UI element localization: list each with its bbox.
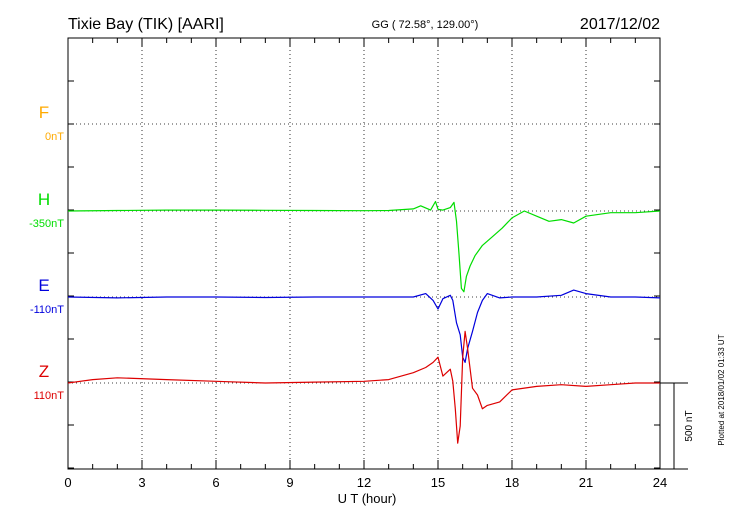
station-title: Tixie Bay (TIK) [AARI] [68,16,224,33]
series-baseline-label: -350nT [29,218,64,230]
x-tick-label: 18 [505,475,519,490]
series-line-e [67,289,661,363]
series-line-z [67,330,660,444]
series-baseline-label: 110nT [34,390,65,402]
x-tick-label: 15 [431,475,445,490]
x-tick-label: 6 [212,475,219,490]
series-line-h [67,200,661,293]
series-name-label: E [38,276,49,295]
x-tick-label: 9 [286,475,293,490]
series-name-label: F [39,103,49,122]
x-tick-label: 12 [357,475,371,490]
series-lines [67,200,661,444]
scale-bar: 500 nT [660,382,695,470]
series-baseline-label: -110nT [30,304,64,316]
series-name-label: H [38,190,50,209]
plotted-timestamp: Plotted at 2018/01/02 01:33 UT [717,334,726,445]
x-tick-label: 21 [579,475,593,490]
axis-ticks [67,37,661,469]
x-tick-labels: 0 3 6 9 12 15 18 21 24 [64,475,667,490]
plot-date: 2017/12/02 [580,16,660,33]
x-tick-label: 24 [653,475,667,490]
x-tick-label: 0 [64,475,71,490]
series-labels: F 0nT H -350nT E -110nT Z 110nT [29,103,64,402]
series-name-label: Z [39,362,49,381]
series-baseline-label: 0nT [45,131,64,143]
x-tick-label: 3 [138,475,145,490]
coordinates: GG ( 72.58°, 129.00°) [372,19,479,31]
scale-bar-label: 500 nT [684,410,695,441]
grid [68,38,660,469]
x-axis-label: U T (hour) [338,491,397,506]
